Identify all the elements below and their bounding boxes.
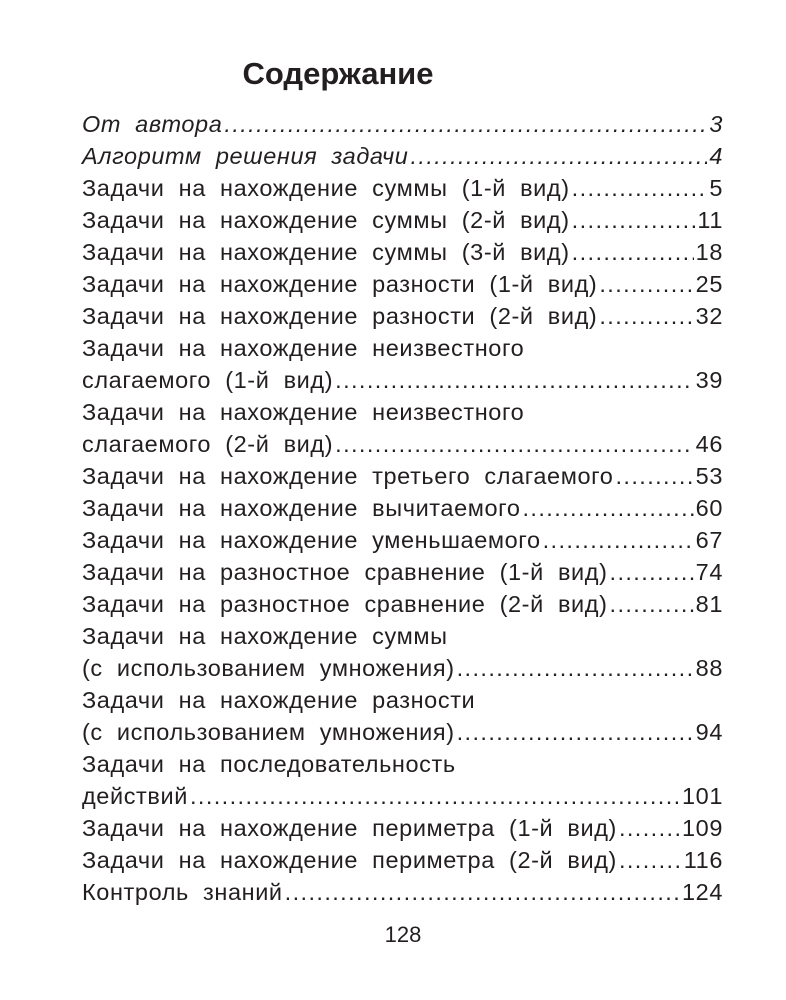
dot-leader	[599, 268, 693, 300]
toc-entry-page: 11	[697, 207, 723, 233]
dot-leader	[335, 428, 694, 460]
toc-entry-first-line: Задачи на последовательность	[82, 748, 723, 780]
dot-leader	[615, 460, 693, 492]
toc-entry-page: 88	[695, 655, 723, 681]
dot-leader	[457, 652, 694, 684]
toc-entry[interactable]: Задачи на нахождение периметра (1-й вид)…	[82, 812, 723, 844]
dot-leader	[522, 492, 693, 524]
toc-entry[interactable]: (с использованием умножения) 88	[82, 652, 723, 684]
toc-entry-title: Алгоритм решения задачи	[82, 143, 409, 169]
toc-entry-page: 3	[709, 111, 723, 137]
toc-entry-title: слагаемого (1-й вид)	[82, 367, 334, 393]
toc-entry[interactable]: (с использованием умножения) 94	[82, 716, 723, 748]
toc-entry-title: Задачи на нахождение суммы (1-й вид)	[82, 175, 570, 201]
toc-entry-title: действий	[82, 783, 188, 809]
dot-leader	[543, 524, 694, 556]
page-number: 128	[384, 922, 422, 947]
toc-entry-page: 4	[709, 143, 723, 169]
toc-entry-page: 53	[695, 463, 723, 489]
toc-entry-title-line: Задачи на последовательность	[82, 751, 456, 777]
toc-entry-page: 116	[683, 847, 723, 873]
dot-leader	[610, 556, 694, 588]
toc-entry[interactable]: Задачи на разностное сравнение (2-й вид)…	[82, 588, 723, 620]
dot-leader	[572, 204, 696, 236]
toc-entry[interactable]: Задачи на нахождение вычитаемого 60	[82, 492, 723, 524]
dot-leader	[572, 172, 708, 204]
toc-entry-page: 46	[695, 431, 723, 457]
toc-entry-page: 124	[681, 879, 723, 905]
toc-entry-page: 60	[695, 495, 723, 521]
toc-entry[interactable]: Задачи на нахождение суммы (1-й вид) 5	[82, 172, 723, 204]
toc-entry-title: Задачи на нахождение суммы (3-й вид)	[82, 239, 570, 265]
toc-entry[interactable]: Задачи на нахождение суммы (2-й вид) 11	[82, 204, 723, 236]
toc-entry-page: 101	[681, 783, 723, 809]
toc-entry[interactable]: действий 101	[82, 780, 723, 812]
dot-leader	[619, 812, 680, 844]
toc-entry-title: Задачи на нахождение суммы (2-й вид)	[82, 207, 570, 233]
toc-entry-first-line: Задачи на нахождение суммы	[82, 620, 723, 652]
dot-leader	[224, 108, 707, 140]
toc-entry-page: 109	[681, 815, 723, 841]
table-of-contents: От автора 3 Алгоритм решения задачи 4 Задачи…	[82, 108, 723, 908]
toc-entry-title-line: Задачи на нахождение разности	[82, 687, 476, 713]
dot-leader	[190, 780, 680, 812]
toc-entry-title: Контроль знаний	[82, 879, 283, 905]
toc-entry[interactable]: Задачи на нахождение разности (1-й вид) 2…	[82, 268, 723, 300]
page-title: Содержание	[242, 56, 434, 91]
toc-entry-page: 39	[695, 367, 723, 393]
toc-entry-page: 74	[695, 559, 723, 585]
toc-entry[interactable]: Задачи на нахождение разности (2-й вид) 3…	[82, 300, 723, 332]
toc-entry[interactable]: Задачи на нахождение уменьшаемого 67	[82, 524, 723, 556]
dot-leader	[335, 364, 694, 396]
toc-entry-title: (с использованием умножения)	[82, 719, 455, 745]
toc-entry[interactable]: Алгоритм решения задачи 4	[82, 140, 723, 172]
toc-entry-title: слагаемого (2-й вид)	[82, 431, 334, 457]
dot-leader	[457, 716, 694, 748]
toc-entry[interactable]: Контроль знаний 124	[82, 876, 723, 908]
toc-entry-title: Задачи на нахождение периметра (1-й вид)	[82, 815, 617, 841]
toc-entry-title: Задачи на нахождение вычитаемого	[82, 495, 521, 521]
toc-entry-title-line: Задачи на нахождение неизвестного	[82, 399, 525, 425]
toc-entry-page: 25	[695, 271, 723, 297]
toc-entry-page: 67	[695, 527, 723, 553]
toc-entry-page: 94	[695, 719, 723, 745]
toc-entry-first-line: Задачи на нахождение неизвестного	[82, 332, 723, 364]
toc-entry-title: Задачи на нахождение уменьшаемого	[82, 527, 541, 553]
toc-entry[interactable]: слагаемого (1-й вид) 39	[82, 364, 723, 396]
toc-entry[interactable]: Задачи на разностное сравнение (1-й вид)…	[82, 556, 723, 588]
dot-leader	[599, 300, 693, 332]
toc-entry-page: 18	[695, 239, 723, 265]
dot-leader	[619, 844, 682, 876]
toc-entry-first-line: Задачи на нахождение разности	[82, 684, 723, 716]
dot-leader	[285, 876, 680, 908]
toc-entry-title: Задачи на нахождение периметра (2-й вид)	[82, 847, 617, 873]
dot-leader	[572, 236, 694, 268]
dot-leader	[610, 588, 694, 620]
toc-entry-title: Задачи на нахождение третьего слагаемого	[82, 463, 614, 489]
toc-entry[interactable]: Задачи на нахождение суммы (3-й вид) 18	[82, 236, 723, 268]
toc-entry-title: Задачи на разностное сравнение (2-й вид)	[82, 591, 608, 617]
toc-entry-title: Задачи на нахождение разности (1-й вид)	[82, 271, 598, 297]
toc-entry-title: Задачи на разностное сравнение (1-й вид)	[82, 559, 608, 585]
toc-entry-title: (с использованием умножения)	[82, 655, 455, 681]
toc-entry-page: 81	[695, 591, 723, 617]
toc-entry[interactable]: Задачи на нахождение периметра (2-й вид)…	[82, 844, 723, 876]
toc-entry-page: 32	[695, 303, 723, 329]
toc-entry[interactable]: От автора 3	[82, 108, 723, 140]
toc-entry-title-line: Задачи на нахождение неизвестного	[82, 335, 525, 361]
toc-entry-title: Задачи на нахождение разности (2-й вид)	[82, 303, 598, 329]
dot-leader	[410, 140, 707, 172]
toc-entry-first-line: Задачи на нахождение неизвестного	[82, 396, 723, 428]
toc-entry-page: 5	[709, 175, 723, 201]
toc-entry[interactable]: слагаемого (2-й вид) 46	[82, 428, 723, 460]
toc-entry[interactable]: Задачи на нахождение третьего слагаемого…	[82, 460, 723, 492]
toc-entry-title: От автора	[82, 111, 223, 137]
toc-entry-title-line: Задачи на нахождение суммы	[82, 623, 448, 649]
